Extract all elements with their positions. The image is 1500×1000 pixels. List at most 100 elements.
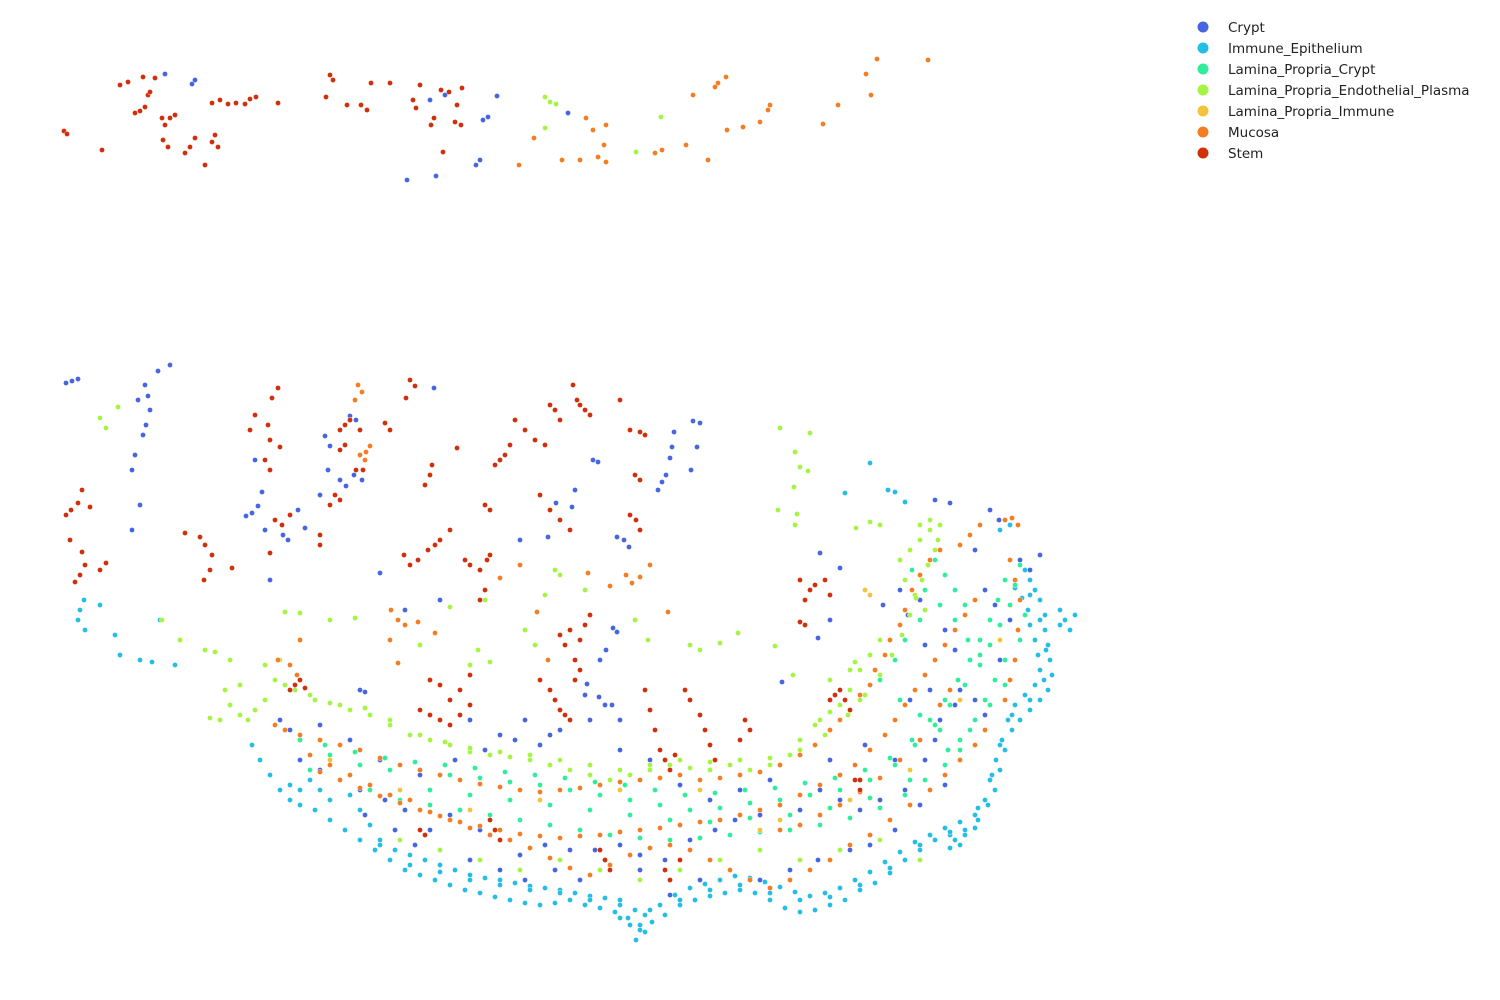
data-point (837, 565, 843, 571)
data-point (607, 777, 613, 783)
data-point (527, 757, 533, 763)
data-point (982, 697, 988, 703)
data-point (1009, 727, 1015, 733)
data-point (683, 142, 689, 148)
data-point (302, 525, 308, 531)
data-point (77, 607, 83, 613)
data-point (452, 757, 458, 763)
data-point (882, 732, 888, 738)
data-point (827, 857, 833, 863)
data-point (403, 395, 409, 401)
data-point (75, 376, 81, 382)
data-point (802, 622, 808, 628)
data-point (737, 812, 743, 818)
data-point (791, 484, 797, 490)
data-point (517, 562, 523, 568)
data-point (623, 572, 629, 578)
data-point (402, 607, 408, 613)
data-point (325, 467, 331, 473)
data-point (595, 154, 601, 160)
data-point (857, 882, 863, 888)
data-point (779, 679, 785, 685)
data-point (277, 787, 283, 793)
data-point (412, 759, 418, 765)
data-point (192, 135, 198, 141)
data-point (962, 682, 968, 688)
data-point (917, 712, 923, 718)
data-point (507, 754, 513, 760)
data-point (387, 427, 393, 433)
data-point (129, 467, 135, 473)
data-point (867, 869, 873, 875)
legend-marker (1197, 42, 1209, 54)
data-point (172, 662, 178, 668)
data-point (626, 544, 632, 550)
data-point (327, 502, 333, 508)
data-point (377, 837, 383, 843)
data-point (877, 677, 883, 683)
data-point (587, 807, 593, 813)
data-point (697, 819, 703, 825)
data-point (688, 467, 694, 473)
data-point (577, 402, 583, 408)
data-point (777, 802, 783, 808)
data-point (707, 893, 713, 899)
data-point (442, 92, 448, 98)
data-point (140, 74, 146, 80)
data-point (992, 602, 998, 608)
data-point (880, 602, 886, 608)
data-point (545, 657, 551, 663)
data-point (757, 827, 763, 833)
data-point (907, 612, 913, 618)
data-point (247, 427, 253, 433)
legend-marker (1197, 147, 1209, 159)
data-point (351, 472, 357, 478)
data-point (327, 617, 333, 623)
data-point (567, 897, 573, 903)
data-point (697, 420, 703, 426)
data-point (992, 787, 998, 793)
legend-item: Lamina_Propria_Crypt (1197, 62, 1375, 78)
data-point (937, 727, 943, 733)
data-point (797, 857, 803, 863)
data-point (302, 685, 308, 691)
data-point (307, 767, 313, 773)
data-point (757, 877, 763, 883)
data-point (562, 775, 568, 781)
data-point (262, 527, 268, 533)
data-point (446, 89, 452, 95)
data-point (297, 737, 303, 743)
data-point (115, 404, 121, 410)
data-point (857, 807, 863, 813)
data-point (633, 517, 639, 523)
legend-marker (1197, 84, 1209, 96)
data-point (663, 472, 669, 478)
data-point (1057, 607, 1063, 613)
data-point (1002, 747, 1008, 753)
data-point (947, 500, 953, 506)
data-point (932, 547, 938, 553)
data-point (1007, 602, 1013, 608)
data-point (692, 897, 698, 903)
data-point (202, 647, 208, 653)
data-point (917, 522, 923, 528)
data-point (487, 752, 493, 758)
data-point (892, 489, 898, 495)
data-point (647, 907, 653, 913)
data-point (377, 842, 383, 848)
data-point (327, 797, 333, 803)
data-point (767, 897, 773, 903)
data-point (952, 627, 958, 633)
data-point (142, 382, 148, 388)
data-point (637, 867, 643, 873)
data-point (167, 115, 173, 121)
data-point (837, 787, 843, 793)
data-point (387, 767, 393, 773)
data-point (497, 837, 503, 843)
data-point (787, 867, 793, 873)
data-point (917, 857, 923, 863)
data-point (458, 122, 464, 128)
data-point (790, 672, 796, 678)
data-point (357, 452, 363, 458)
data-point (497, 457, 503, 463)
